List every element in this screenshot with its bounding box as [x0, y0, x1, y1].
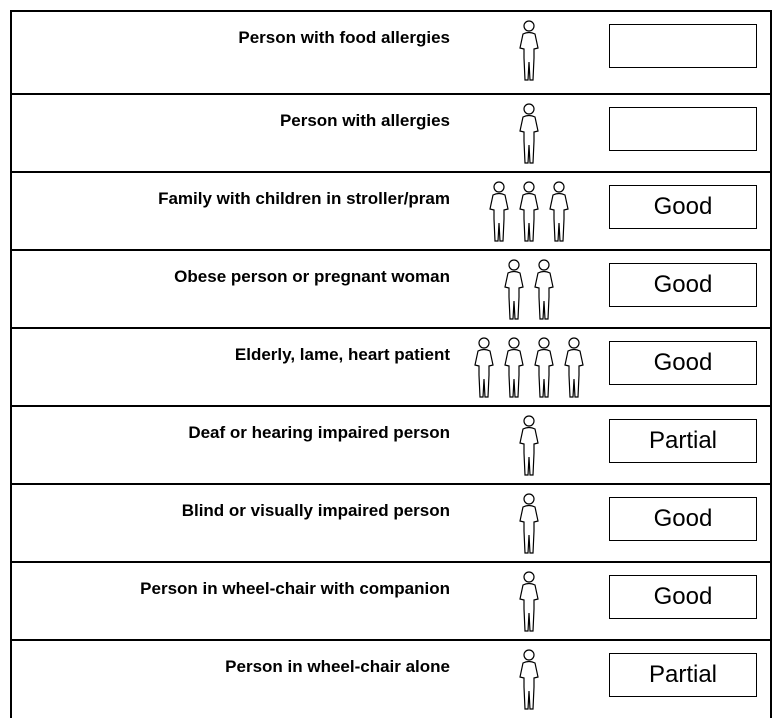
rating-box: Good — [609, 185, 757, 229]
person-icon — [564, 337, 584, 398]
row-label: Person in wheel-chair with companion — [140, 579, 450, 598]
rating-box: Good — [609, 341, 757, 385]
person-icon — [519, 649, 539, 710]
pictogram — [519, 649, 539, 710]
table-row: Blind or visually impaired person Good — [12, 485, 770, 563]
table-row: Family with children in stroller/pram Goo… — [12, 173, 770, 251]
rating-box: Good — [609, 497, 757, 541]
pictogram — [519, 493, 539, 554]
table-row: Person with food allergies — [12, 12, 770, 95]
table-row: Deaf or hearing impaired person Partial — [12, 407, 770, 485]
pictogram — [519, 571, 539, 632]
row-label: Person with allergies — [279, 111, 450, 130]
table-frame: Person with food allergies Person with al… — [10, 10, 772, 718]
table-row: Person with allergies — [12, 95, 770, 173]
table-row: Person in wheel-chair alone Partial — [12, 641, 770, 719]
person-icon — [474, 337, 494, 398]
row-label: Deaf or hearing impaired person — [188, 423, 450, 442]
row-label: Blind or visually impaired person — [181, 501, 450, 520]
table-row: Elderly, lame, heart patient Good — [12, 329, 770, 407]
pictogram — [489, 181, 569, 242]
row-label: Person with food allergies — [238, 28, 450, 47]
person-icon — [519, 493, 539, 554]
rating-box: Partial — [609, 653, 757, 697]
person-icon — [534, 337, 554, 398]
row-label: Obese person or pregnant woman — [174, 267, 450, 286]
person-icon — [519, 571, 539, 632]
person-icon — [504, 259, 524, 320]
person-icon — [489, 181, 509, 242]
pictogram — [519, 20, 539, 81]
person-icon — [519, 103, 539, 164]
table-row: Person in wheel-chair with companion Good — [12, 563, 770, 641]
row-label: Family with children in stroller/pram — [158, 189, 450, 208]
pictogram — [504, 259, 554, 320]
person-icon — [519, 20, 539, 81]
rating-box: Partial — [609, 419, 757, 463]
person-icon — [519, 415, 539, 476]
pictogram — [519, 103, 539, 164]
row-label: Person in wheel-chair alone — [225, 657, 450, 676]
rating-box: Good — [609, 575, 757, 619]
rating-box — [609, 24, 757, 68]
table-row: Obese person or pregnant woman Good — [12, 251, 770, 329]
person-icon — [549, 181, 569, 242]
rating-box: Good — [609, 263, 757, 307]
pictogram — [519, 415, 539, 476]
person-icon — [519, 181, 539, 242]
pictogram — [474, 337, 584, 398]
person-icon — [534, 259, 554, 320]
person-icon — [504, 337, 524, 398]
row-label: Elderly, lame, heart patient — [234, 345, 450, 364]
rating-box — [609, 107, 757, 151]
